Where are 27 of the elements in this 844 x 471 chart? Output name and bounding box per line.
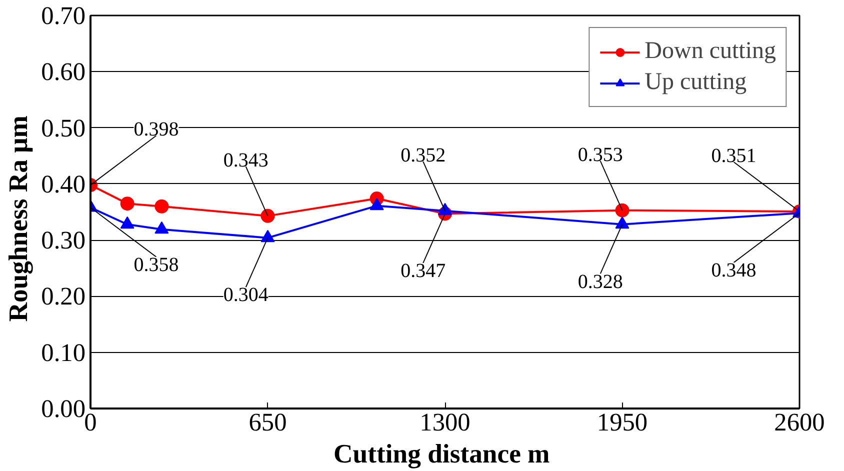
y-axis-title: Roughness Ra μm: [3, 116, 34, 322]
data-label: 0.343: [223, 150, 268, 172]
legend-label: Up cutting: [644, 69, 747, 96]
data-label: 0.347: [400, 260, 446, 282]
y-tick-label: 0.40: [41, 170, 86, 198]
data-label: 0.304: [223, 284, 268, 306]
data-label: 0.352: [400, 144, 446, 166]
y-tick-label: 0.70: [41, 2, 86, 30]
y-tick-label: 0.30: [41, 226, 86, 255]
data-label: 0.328: [578, 270, 623, 293]
y-tick-label: 0.60: [41, 58, 86, 86]
y-tick-label: 0.10: [41, 338, 86, 367]
x-tick-label: 650: [248, 408, 287, 436]
x-tick-label: 1950: [596, 408, 648, 436]
x-tick-label: 2600: [774, 408, 825, 436]
y-tick-label: 0.20: [41, 282, 86, 311]
data-label: 0.348: [711, 260, 756, 282]
x-axis-title: Cutting distance m: [334, 438, 550, 468]
y-tick-label: 0.00: [41, 395, 86, 423]
data-label: 0.398: [134, 118, 179, 141]
data-label: 0.351: [711, 145, 756, 168]
legend-label: Down cutting: [644, 38, 776, 65]
data-label: 0.358: [134, 254, 179, 276]
y-tick-label: 0.50: [41, 114, 86, 142]
x-tick-label: 0: [84, 408, 97, 436]
data-label: 0.353: [578, 144, 623, 166]
x-tick-label: 1300: [420, 408, 470, 436]
